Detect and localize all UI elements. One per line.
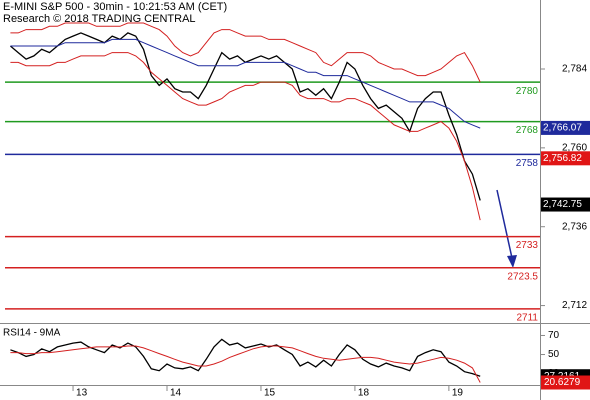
chart-subtitle: Research © 2018 TRADING CENTRAL [3,13,196,25]
price-box-label: 2,742.75 [543,199,582,210]
level-label: 2723.5 [507,271,538,282]
level-label: 2758 [516,158,539,169]
price-box [541,197,590,212]
series-line [10,22,481,83]
rsi-title: RSI14 - 9MA [3,328,61,339]
series-line [10,38,481,129]
level-label: 2780 [516,86,539,97]
forecast-arrow [496,189,517,268]
y-tick-label: 70 [548,330,560,341]
y-tick-label: 2,736 [562,221,587,232]
value-box [541,375,590,390]
y-tick-label: 2,712 [562,300,587,311]
level-label: 2733 [516,240,539,251]
x-tick-label: 18 [358,388,370,399]
level-label: 2711 [516,312,538,323]
chart-title: E-MINI S&P 500 - 30min - 10:21:53 AM (CE… [3,1,227,13]
x-tick-label: 14 [170,388,182,399]
y-tick-label: 50 [548,349,560,360]
series-line [10,345,481,383]
price-box-label: 2,756.82 [543,153,582,164]
y-tick-label: 2,784 [562,64,587,75]
x-tick-label: 15 [264,388,276,399]
x-tick-label: 13 [76,388,88,399]
series-line [10,338,481,377]
price-box-label: 2,766.07 [543,123,582,134]
series-line [10,52,481,221]
x-tick-label: 19 [452,388,464,399]
value-box-label: 20.6279 [544,377,581,388]
level-label: 2768 [516,125,539,136]
price-box [541,120,590,135]
y-tick-label: 2,760 [562,142,587,153]
price-box [541,151,590,166]
